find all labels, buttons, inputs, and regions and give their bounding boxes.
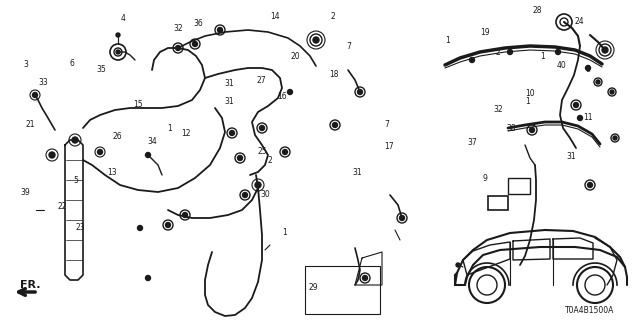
Text: 2: 2 xyxy=(268,156,273,164)
Text: 12: 12 xyxy=(181,129,190,138)
Circle shape xyxy=(193,42,198,46)
Circle shape xyxy=(33,92,38,98)
Circle shape xyxy=(259,125,264,131)
Circle shape xyxy=(255,182,261,188)
Text: 19: 19 xyxy=(480,28,490,36)
Text: 9: 9 xyxy=(483,174,488,183)
Text: 25: 25 xyxy=(257,147,268,156)
Circle shape xyxy=(282,149,287,155)
Circle shape xyxy=(138,226,143,230)
Text: 5: 5 xyxy=(73,176,78,185)
Circle shape xyxy=(182,212,188,218)
Circle shape xyxy=(333,123,337,127)
Bar xyxy=(488,196,508,210)
Bar xyxy=(508,178,530,194)
Circle shape xyxy=(508,50,513,54)
Text: 39: 39 xyxy=(20,188,31,196)
Circle shape xyxy=(470,58,474,62)
Circle shape xyxy=(577,116,582,121)
Circle shape xyxy=(243,193,248,197)
Text: 2: 2 xyxy=(330,12,335,21)
Circle shape xyxy=(49,152,55,158)
Text: 6: 6 xyxy=(70,59,75,68)
Circle shape xyxy=(358,90,362,94)
Bar xyxy=(305,266,380,314)
Text: 31: 31 xyxy=(224,79,234,88)
Text: 1: 1 xyxy=(445,36,451,44)
Text: 38: 38 xyxy=(506,124,516,133)
Circle shape xyxy=(175,45,180,51)
Circle shape xyxy=(556,50,561,54)
Text: 8: 8 xyxy=(585,65,590,74)
Circle shape xyxy=(218,28,223,33)
Circle shape xyxy=(456,263,460,267)
Circle shape xyxy=(230,131,234,135)
Text: 26: 26 xyxy=(112,132,122,141)
Text: 23: 23 xyxy=(75,223,85,232)
Text: 16: 16 xyxy=(276,92,287,101)
Text: 1: 1 xyxy=(282,228,287,236)
Text: 14: 14 xyxy=(270,12,280,21)
Circle shape xyxy=(116,33,120,37)
Text: 1: 1 xyxy=(525,97,531,106)
Text: 24: 24 xyxy=(574,17,584,26)
Text: 27: 27 xyxy=(256,76,266,85)
Circle shape xyxy=(588,182,593,188)
Circle shape xyxy=(97,149,102,155)
Circle shape xyxy=(399,215,404,220)
Text: 11: 11 xyxy=(583,113,592,122)
Circle shape xyxy=(287,90,292,94)
Text: 28: 28 xyxy=(533,6,542,15)
Circle shape xyxy=(610,90,614,94)
Text: 31: 31 xyxy=(352,168,362,177)
Text: 18: 18 xyxy=(330,70,339,79)
Circle shape xyxy=(596,80,600,84)
Text: 31: 31 xyxy=(224,97,234,106)
Circle shape xyxy=(145,153,150,157)
Text: 35: 35 xyxy=(96,65,106,74)
Circle shape xyxy=(166,222,170,228)
Circle shape xyxy=(313,37,319,43)
Text: 7: 7 xyxy=(346,42,351,51)
Circle shape xyxy=(116,50,120,54)
Circle shape xyxy=(586,66,591,70)
Text: 2: 2 xyxy=(495,48,500,57)
Text: 29: 29 xyxy=(308,283,319,292)
Text: 20: 20 xyxy=(291,52,301,61)
Text: 37: 37 xyxy=(467,138,477,147)
Text: 1: 1 xyxy=(167,124,172,132)
Text: 31: 31 xyxy=(566,152,576,161)
Circle shape xyxy=(145,276,150,281)
Text: 32: 32 xyxy=(173,24,183,33)
Text: 13: 13 xyxy=(107,168,117,177)
Text: 40: 40 xyxy=(557,61,567,70)
Text: 30: 30 xyxy=(260,190,271,199)
Text: 33: 33 xyxy=(38,78,49,87)
Text: 3: 3 xyxy=(23,60,28,68)
Text: 1: 1 xyxy=(540,52,545,60)
Text: 17: 17 xyxy=(384,142,394,151)
Text: 32: 32 xyxy=(493,105,503,114)
Circle shape xyxy=(573,102,579,108)
Text: 4: 4 xyxy=(120,14,125,23)
Circle shape xyxy=(529,127,534,132)
Text: 36: 36 xyxy=(193,19,204,28)
Circle shape xyxy=(72,137,78,143)
Text: 22: 22 xyxy=(58,202,67,211)
Circle shape xyxy=(613,136,617,140)
Text: 34: 34 xyxy=(147,137,157,146)
Text: 15: 15 xyxy=(132,100,143,109)
Circle shape xyxy=(237,156,243,161)
Text: 10: 10 xyxy=(525,89,535,98)
Text: FR.: FR. xyxy=(20,280,40,290)
Circle shape xyxy=(362,276,367,281)
Text: T0A4B1500A: T0A4B1500A xyxy=(565,306,614,315)
Circle shape xyxy=(602,47,608,53)
Text: 7: 7 xyxy=(385,120,390,129)
Text: 21: 21 xyxy=(26,120,35,129)
